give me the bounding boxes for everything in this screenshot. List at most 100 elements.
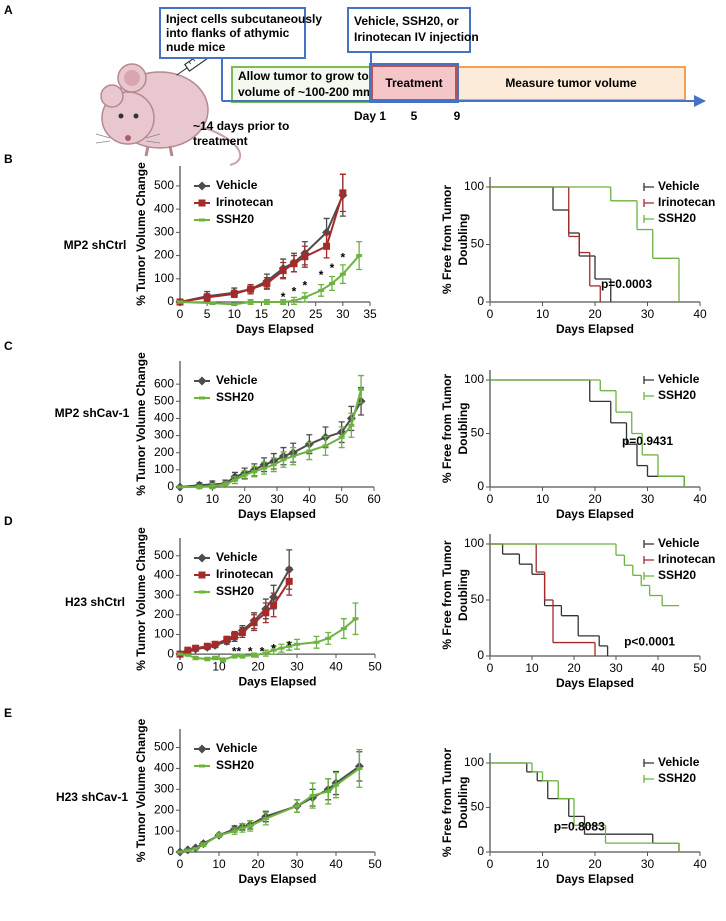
x-tick-label: 20 [251,659,265,673]
panel-letter: B [4,152,13,166]
legend-label: Vehicle [658,179,700,193]
point [222,482,229,486]
legend-line [643,392,654,400]
legend-line [643,540,654,548]
y-axis-label: % Free from Tumor [440,374,454,483]
phase-box [456,66,686,101]
point [340,627,347,631]
point [241,473,248,477]
arrow-head [694,95,706,107]
legend-label: Vehicle [658,372,700,386]
series-line [179,765,360,853]
y-axis-label: % Tumor Volume Change [134,718,148,862]
point [322,444,329,448]
series-line [179,400,362,488]
chart: 0 50 100 0 10 20 30 40 50 Days Elapsed % Free from… [440,534,715,690]
point [231,829,238,833]
point [301,253,309,261]
x-tick-label: 10 [525,661,539,675]
legend-line [643,775,654,783]
point [231,478,238,482]
point [261,466,268,470]
x-tick-label: 50 [368,857,382,871]
point [348,423,355,427]
x-tick-label: 10 [212,659,226,673]
x-tick-label: 0 [487,307,494,321]
annotation: p=0.9431 [622,434,673,448]
y-tick-label: 100 [464,536,484,550]
series-line [180,389,363,488]
x-tick-label: 0 [177,857,184,871]
x-tick-label: 30 [270,492,284,506]
phase-text: Allow tumor to grow to [238,69,369,83]
panel-letter: C [4,339,13,353]
row-label: H23 shCav-1 [56,790,128,804]
y-tick-label: 200 [154,802,174,816]
x-tick-label: 60 [367,492,381,506]
legend-line [643,199,654,207]
x-tick-label: 30 [641,492,655,506]
point [196,485,203,489]
point [231,631,239,639]
y-axis-label: Doubling [456,569,470,621]
point [219,658,226,662]
callout-box [347,7,471,53]
point [209,484,216,488]
legend-marker [198,571,206,579]
x-tick-label: 15 [255,307,269,321]
point [306,449,313,453]
chart: 0 100 200 300 400 500 0 10 20 30 40 50 Days Elapsed%… [134,527,382,688]
point [231,654,238,658]
point [203,293,211,301]
point [209,301,216,305]
point [192,847,199,851]
y-axis-label: Doubling [456,214,470,266]
x-tick-label: 20 [238,492,252,506]
point [177,300,183,304]
x-tick-label: 10 [536,307,550,321]
legend-label: Irinotecan [216,195,273,209]
point [247,824,254,828]
point [247,300,254,304]
y-tick-label: 400 [154,761,174,775]
phase-text: Measure tumor volume [505,76,637,90]
x-tick-label: 20 [588,492,602,506]
legend-label: SSH20 [216,758,254,772]
legend-label: SSH20 [658,771,696,785]
y-tick-label: 300 [154,587,174,601]
point [333,783,339,787]
legend-label: SSH20 [216,390,254,404]
point [280,300,287,304]
chart: 0 100 200 300 400 500 0 5 10 15 20 25 30 35 Days Elaps… [134,162,377,336]
point [290,260,298,268]
legend-line [643,759,654,767]
annotation: * [281,290,286,304]
legend-marker [199,396,205,400]
x-tick-label: 30 [336,307,350,321]
phase-text: volume of ~100-200 mm³ [238,85,378,99]
point [356,254,363,258]
x-tick-label: 0 [177,659,184,673]
x-tick-label: 30 [290,659,304,673]
point [280,458,287,462]
x-tick-label: 10 [536,492,550,506]
y-tick-label: 500 [154,548,174,562]
y-tick-label: 0 [167,646,174,660]
x-tick-label: 0 [177,307,184,321]
x-tick-label: 0 [487,661,494,675]
legend-label: SSH20 [216,212,254,226]
legend-marker [199,218,205,222]
y-tick-label: 100 [464,179,484,193]
legend-label: Vehicle [658,536,700,550]
mouse-illustration [95,43,242,166]
y-tick-label: 400 [154,568,174,582]
y-tick-label: 100 [154,627,174,641]
point [329,281,335,285]
y-tick-label: 0 [167,294,174,308]
legend-label: Irinotecan [216,567,273,581]
point [192,644,200,652]
annotation: p=0.0003 [601,277,652,291]
legend-marker [199,764,205,768]
x-axis-label: Days Elapsed [238,674,316,688]
y-tick-label: 100 [464,372,484,386]
